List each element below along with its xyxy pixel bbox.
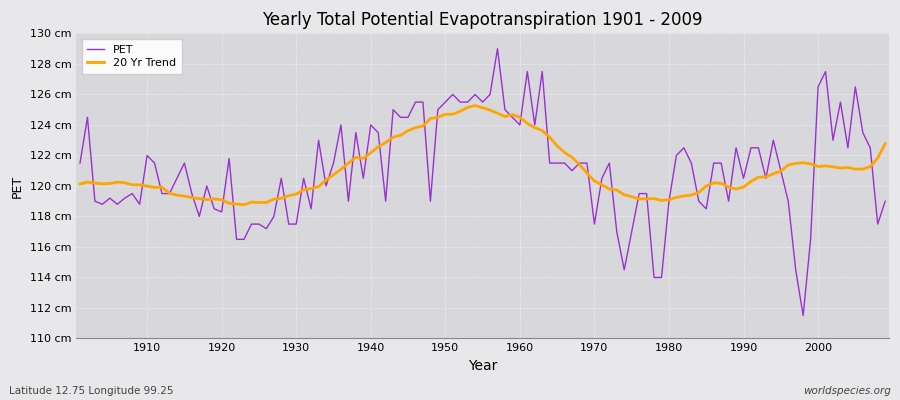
20 Yr Trend <box>522 121 533 126</box>
20 Yr Trend <box>619 192 630 197</box>
Y-axis label: PET: PET <box>11 174 24 198</box>
20 Yr Trend <box>880 141 891 146</box>
PET <box>75 161 86 166</box>
PET <box>134 202 145 207</box>
Text: Latitude 12.75 Longitude 99.25: Latitude 12.75 Longitude 99.25 <box>9 386 174 396</box>
PET <box>880 199 891 204</box>
PET <box>298 176 309 181</box>
PET <box>797 313 808 318</box>
PET <box>515 122 526 127</box>
PET <box>611 229 622 234</box>
20 Yr Trend <box>529 125 540 130</box>
PET <box>492 46 503 51</box>
Text: worldspecies.org: worldspecies.org <box>803 386 891 396</box>
X-axis label: Year: Year <box>468 359 498 373</box>
20 Yr Trend <box>75 182 86 186</box>
20 Yr Trend <box>470 103 481 108</box>
PET <box>522 69 533 74</box>
PET <box>343 199 354 204</box>
20 Yr Trend <box>134 182 145 187</box>
20 Yr Trend <box>306 186 317 191</box>
Line: 20 Yr Trend: 20 Yr Trend <box>80 106 886 205</box>
Title: Yearly Total Potential Evapotranspiration 1901 - 2009: Yearly Total Potential Evapotranspiratio… <box>262 11 703 29</box>
Line: PET: PET <box>80 49 886 316</box>
20 Yr Trend <box>238 202 249 207</box>
Legend: PET, 20 Yr Trend: PET, 20 Yr Trend <box>82 39 182 74</box>
20 Yr Trend <box>350 155 361 160</box>
